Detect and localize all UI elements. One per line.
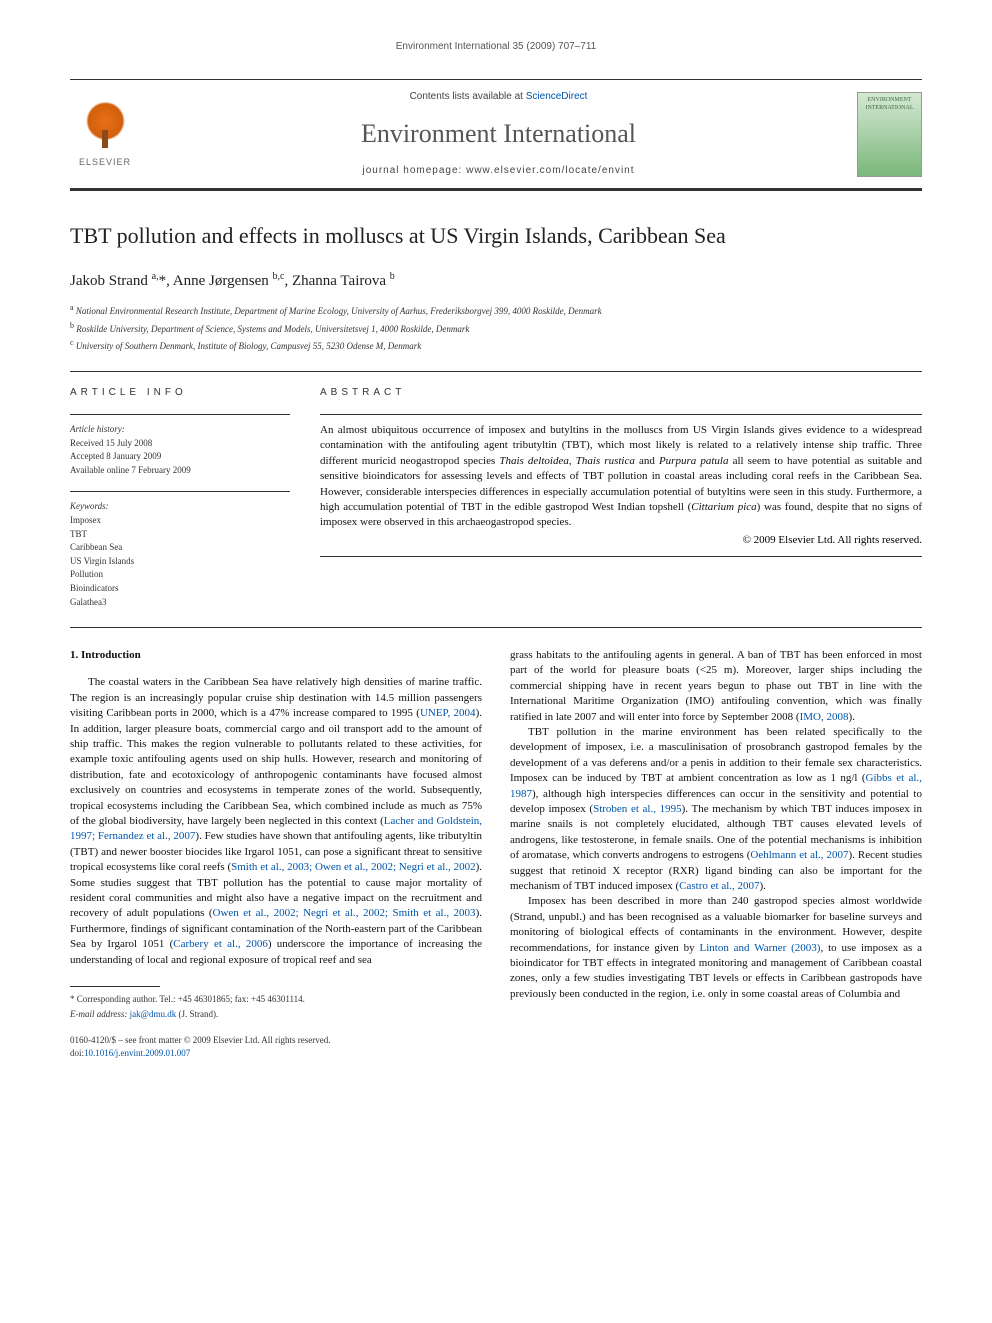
body-columns: 1. Introduction The coastal waters in th… [70,648,922,1059]
homepage-label: journal homepage: [362,165,466,176]
affiliation-line: b Roskilde University, Department of Sci… [70,320,922,336]
history-label: Article history: [70,423,290,436]
page-header: Environment International 35 (2009) 707–… [70,40,922,54]
email-suffix: (J. Strand). [176,1009,218,1019]
keyword-item: Imposex [70,514,290,527]
abstract-column: ABSTRACT An almost ubiquitous occurrence… [320,386,922,609]
keywords-list: ImposexTBTCaribbean SeaUS Virgin Islands… [70,514,290,608]
accepted-line: Accepted 8 January 2009 [70,450,290,463]
authors-line: Jakob Strand a,*, Anne Jørgensen b,c, Zh… [70,270,922,292]
elsevier-label: ELSEVIER [79,156,131,169]
bottom-meta: 0160-4120/$ – see front matter © 2009 El… [70,1034,482,1059]
article-title: TBT pollution and effects in molluscs at… [70,221,922,252]
affiliation-line: c University of Southern Denmark, Instit… [70,337,922,353]
footnote-divider [70,986,160,987]
doi-link[interactable]: 10.1016/j.envint.2009.01.007 [84,1048,190,1058]
email-link[interactable]: jak@dmu.dk [130,1009,177,1019]
info-rule-2 [70,491,290,492]
divider-mid [70,627,922,628]
issn-line: 0160-4120/$ – see front matter © 2009 El… [70,1034,482,1047]
abstract-rule [320,414,922,415]
homepage-url: www.elsevier.com/locate/envint [466,165,634,176]
keyword-item: Bioindicators [70,582,290,595]
banner-center: Contents lists available at ScienceDirec… [140,90,857,178]
keyword-item: US Virgin Islands [70,555,290,568]
corresponding-author-note: * Corresponding author. Tel.: +45 463018… [70,993,482,1006]
right-column: grass habitats to the antifouling agents… [510,648,922,1059]
info-abstract-row: ARTICLE INFO Article history: Received 1… [70,386,922,609]
abstract-copyright: © 2009 Elsevier Ltd. All rights reserved… [320,533,922,548]
journal-name: Environment International [140,116,857,152]
sciencedirect-link[interactable]: ScienceDirect [526,91,588,102]
doi-line: doi:10.1016/j.envint.2009.01.007 [70,1047,482,1060]
affiliations: a National Environmental Research Instit… [70,302,922,353]
article-info-column: ARTICLE INFO Article history: Received 1… [70,386,290,609]
doi-label: doi: [70,1048,84,1058]
elsevier-tree-icon [78,99,133,154]
intro-para-right-2: TBT pollution in the marine environment … [510,725,922,894]
keyword-item: Pollution [70,568,290,581]
email-label: E-mail address: [70,1009,130,1019]
email-note: E-mail address: jak@dmu.dk (J. Strand). [70,1008,482,1021]
online-line: Available online 7 February 2009 [70,464,290,477]
abstract-rule-bottom [320,556,922,557]
homepage-line: journal homepage: www.elsevier.com/locat… [140,164,857,178]
journal-banner: ELSEVIER Contents lists available at Sci… [70,79,922,191]
keyword-item: Galathea3 [70,596,290,609]
intro-para-left: The coastal waters in the Caribbean Sea … [70,675,482,967]
keyword-item: TBT [70,528,290,541]
abstract-text: An almost ubiquitous occurrence of impos… [320,423,922,531]
received-line: Received 15 July 2008 [70,437,290,450]
article-info-heading: ARTICLE INFO [70,386,290,400]
left-column: 1. Introduction The coastal waters in th… [70,648,482,1059]
divider-top [70,371,922,372]
keyword-item: Caribbean Sea [70,541,290,554]
journal-cover-thumbnail: ENVIRONMENT INTERNATIONAL [857,92,922,177]
keywords-label: Keywords: [70,500,290,513]
contents-prefix: Contents lists available at [410,91,526,102]
abstract-heading: ABSTRACT [320,386,922,400]
intro-para-right-1: grass habitats to the antifouling agents… [510,648,922,725]
contents-list-line: Contents lists available at ScienceDirec… [140,90,857,104]
elsevier-logo: ELSEVIER [70,94,140,174]
info-rule [70,414,290,415]
affiliation-line: a National Environmental Research Instit… [70,302,922,318]
section-1-heading: 1. Introduction [70,648,482,663]
intro-para-right-3: Imposex has been described in more than … [510,894,922,1002]
